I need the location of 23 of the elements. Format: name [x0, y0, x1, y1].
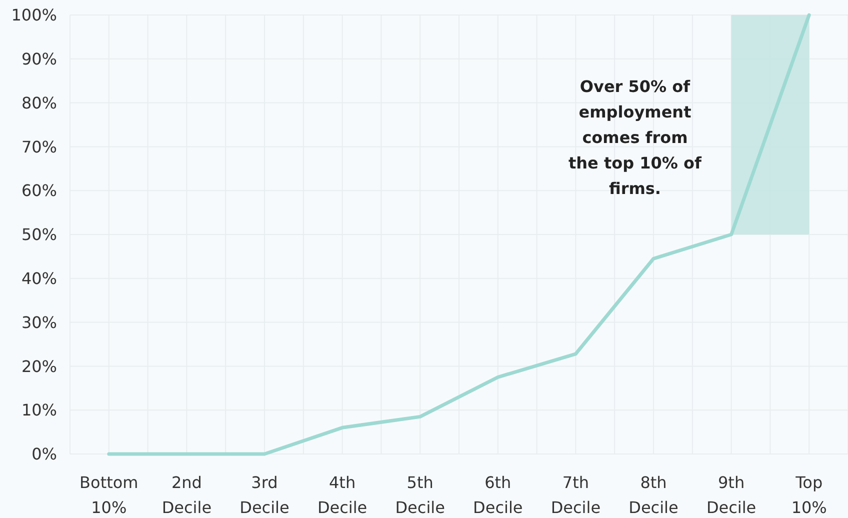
- x-tick-label: 2nd Decile: [162, 473, 212, 517]
- y-tick-label: 40%: [21, 269, 57, 288]
- y-tick-label: 60%: [21, 181, 57, 200]
- y-tick-label: 0%: [32, 444, 57, 464]
- x-tick-label: 8th Decile: [628, 473, 678, 517]
- x-tick-label: Top 10%: [791, 473, 827, 517]
- y-tick-label: 30%: [21, 312, 57, 332]
- y-tick-label: 10%: [21, 400, 57, 420]
- y-tick-label: 20%: [21, 356, 57, 376]
- x-tick-label: 9th Decile: [706, 473, 756, 517]
- x-tick-label: Bottom 10%: [80, 473, 138, 517]
- x-tick-label: 5th Decile: [395, 473, 445, 517]
- x-tick-label: 4th Decile: [317, 473, 368, 517]
- y-tick-label: 100%: [11, 6, 57, 25]
- y-tick-label: 80%: [21, 93, 57, 112]
- x-tick-label: 6th Decile: [473, 473, 523, 517]
- line-series: [107, 13, 811, 456]
- annotation: Over 50% of employment comes from the top 10% of firms.: [568, 77, 703, 198]
- x-tick-label: 7th Decile: [550, 473, 601, 517]
- y-tick-label: 70%: [21, 137, 57, 156]
- y-tick-label: 90%: [21, 50, 57, 68]
- x-tick-label: 3rd Decile: [240, 473, 290, 517]
- y-tick-label: 50%: [21, 225, 57, 244]
